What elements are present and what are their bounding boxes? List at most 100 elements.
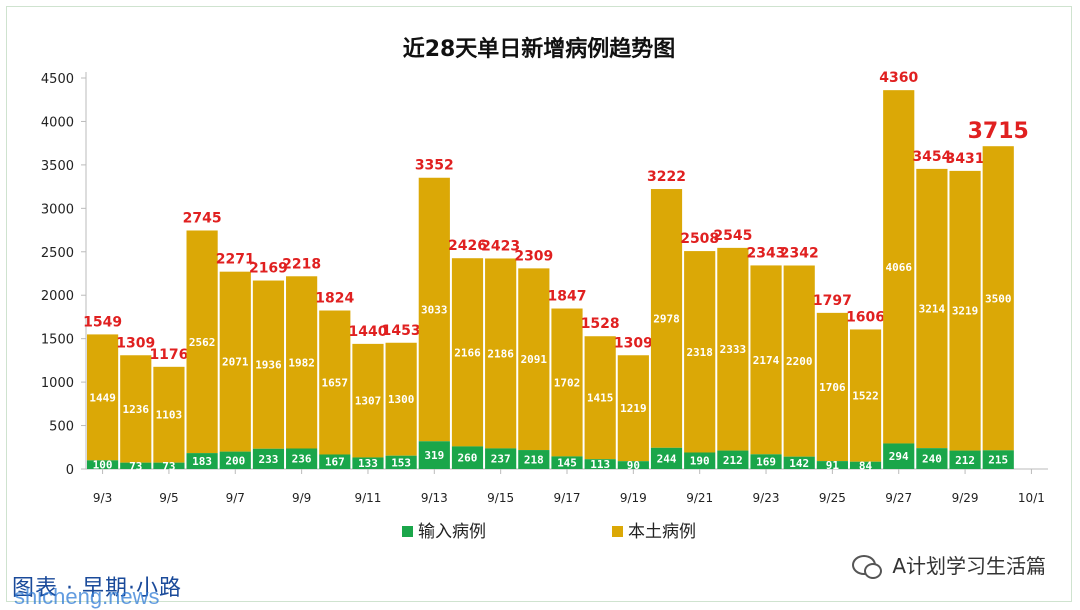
x-tick-label: 9/5 (159, 491, 178, 505)
data-label-total: 1528 (581, 316, 620, 332)
bar-imported (949, 450, 981, 469)
data-label-imported: 90 (627, 459, 640, 472)
data-label-total: 1309 (614, 335, 653, 351)
data-label-total: 2342 (780, 246, 819, 262)
y-tick-label: 2500 (41, 246, 74, 261)
bar-local (219, 271, 251, 452)
data-label-local: 2562 (189, 336, 216, 349)
legend-swatch-local (612, 526, 623, 537)
data-label-imported: 145 (557, 457, 577, 470)
bar-local (485, 258, 517, 449)
data-label-local: 1982 (288, 356, 315, 369)
x-tick-label: 9/23 (753, 491, 780, 505)
y-tick-label: 500 (49, 420, 74, 435)
footer-credit: 图表 · 早期·小路 (12, 576, 182, 601)
data-label-imported: 84 (859, 459, 873, 472)
data-label-local: 4066 (885, 261, 912, 274)
x-tick-label: 10/1 (1018, 491, 1045, 505)
bar-imported (153, 462, 185, 469)
data-label-imported: 167 (325, 456, 345, 469)
y-tick-label: 1500 (41, 333, 74, 348)
data-label-total: 1606 (846, 309, 885, 325)
bar-imported (650, 447, 683, 469)
data-label-total: 1453 (382, 323, 421, 339)
data-label-local: 1936 (255, 359, 282, 372)
data-label-imported: 73 (129, 460, 142, 473)
y-tick-label: 1000 (41, 376, 74, 391)
data-label-imported: 113 (590, 458, 610, 471)
bar-imported (418, 441, 450, 469)
data-label-imported: 236 (292, 453, 312, 466)
bar-imported (750, 454, 782, 469)
data-label-total: 2426 (448, 238, 487, 254)
data-label-imported: 183 (192, 455, 212, 468)
data-label-local: 1103 (156, 409, 183, 422)
legend-label-local: 本土病例 (628, 522, 696, 542)
data-label-local: 1702 (554, 376, 581, 389)
x-tick-label: 9/11 (354, 491, 381, 505)
data-label-total: 2423 (481, 238, 520, 254)
bar-imported (86, 460, 119, 469)
data-label-local: 2166 (454, 346, 481, 359)
account-label: A计划学习生活篇 (852, 550, 1046, 579)
data-label-local: 1300 (388, 393, 415, 406)
data-label-total: 1440 (348, 324, 387, 340)
data-label-total: 2545 (713, 228, 752, 244)
x-tick-label: 9/3 (93, 491, 112, 505)
bar-local (252, 280, 285, 449)
x-tick-label: 9/13 (421, 491, 448, 505)
bar-imported (518, 450, 550, 469)
bar-imported (319, 454, 351, 469)
y-tick-label: 0 (66, 463, 74, 478)
data-label-imported: 294 (889, 450, 909, 463)
data-label-local: 3219 (952, 305, 979, 318)
data-label-local: 2091 (521, 353, 548, 366)
bar-local (518, 268, 550, 451)
data-label-total: 2745 (183, 210, 222, 226)
data-label-total: 3715 (968, 119, 1029, 144)
data-label-imported: 233 (259, 453, 279, 466)
data-label-total: 1797 (813, 293, 852, 309)
data-label-total: 3431 (946, 151, 985, 167)
bar-local (451, 258, 484, 447)
data-label-total: 2508 (680, 231, 719, 247)
data-label-imported: 73 (162, 460, 175, 473)
y-tick-label: 4500 (41, 72, 74, 87)
bar-local (982, 146, 1014, 451)
bar-imported (451, 446, 484, 469)
wechat-icon (852, 554, 883, 579)
data-label-local: 1657 (322, 377, 349, 390)
bar-imported (120, 462, 152, 469)
data-label-total: 2218 (282, 256, 321, 272)
bar-local (783, 265, 815, 457)
data-label-local: 3214 (919, 303, 946, 316)
data-label-total: 2169 (249, 261, 288, 277)
data-label-imported: 218 (524, 454, 544, 467)
data-label-imported: 260 (458, 452, 478, 465)
legend-swatch-imported (402, 526, 413, 537)
bar-imported (551, 456, 583, 469)
data-label-local: 1415 (587, 392, 614, 405)
bar-local (86, 334, 119, 461)
data-label-local: 1522 (852, 390, 879, 403)
bar-local (319, 310, 351, 455)
x-tick-label: 9/29 (952, 491, 979, 505)
bar-imported (252, 448, 285, 469)
data-label-total: 2271 (216, 252, 255, 268)
data-label-local: 3500 (985, 292, 1012, 305)
bar-local (816, 312, 848, 462)
data-label-imported: 215 (988, 454, 1008, 467)
bar-imported (883, 443, 915, 469)
bar-local (551, 308, 583, 457)
data-label-total: 3454 (912, 149, 951, 165)
bar-imported (219, 451, 251, 469)
y-tick-label: 3000 (41, 202, 74, 217)
bar-imported (982, 450, 1014, 469)
bar-local (584, 336, 616, 460)
bar-local (750, 265, 782, 455)
data-label-imported: 237 (491, 453, 511, 466)
data-label-total: 3222 (647, 169, 686, 185)
data-label-total: 1847 (548, 289, 587, 305)
chart-title: 近28天单日新增病例趋势图 (402, 37, 676, 62)
bar-imported (584, 459, 616, 469)
